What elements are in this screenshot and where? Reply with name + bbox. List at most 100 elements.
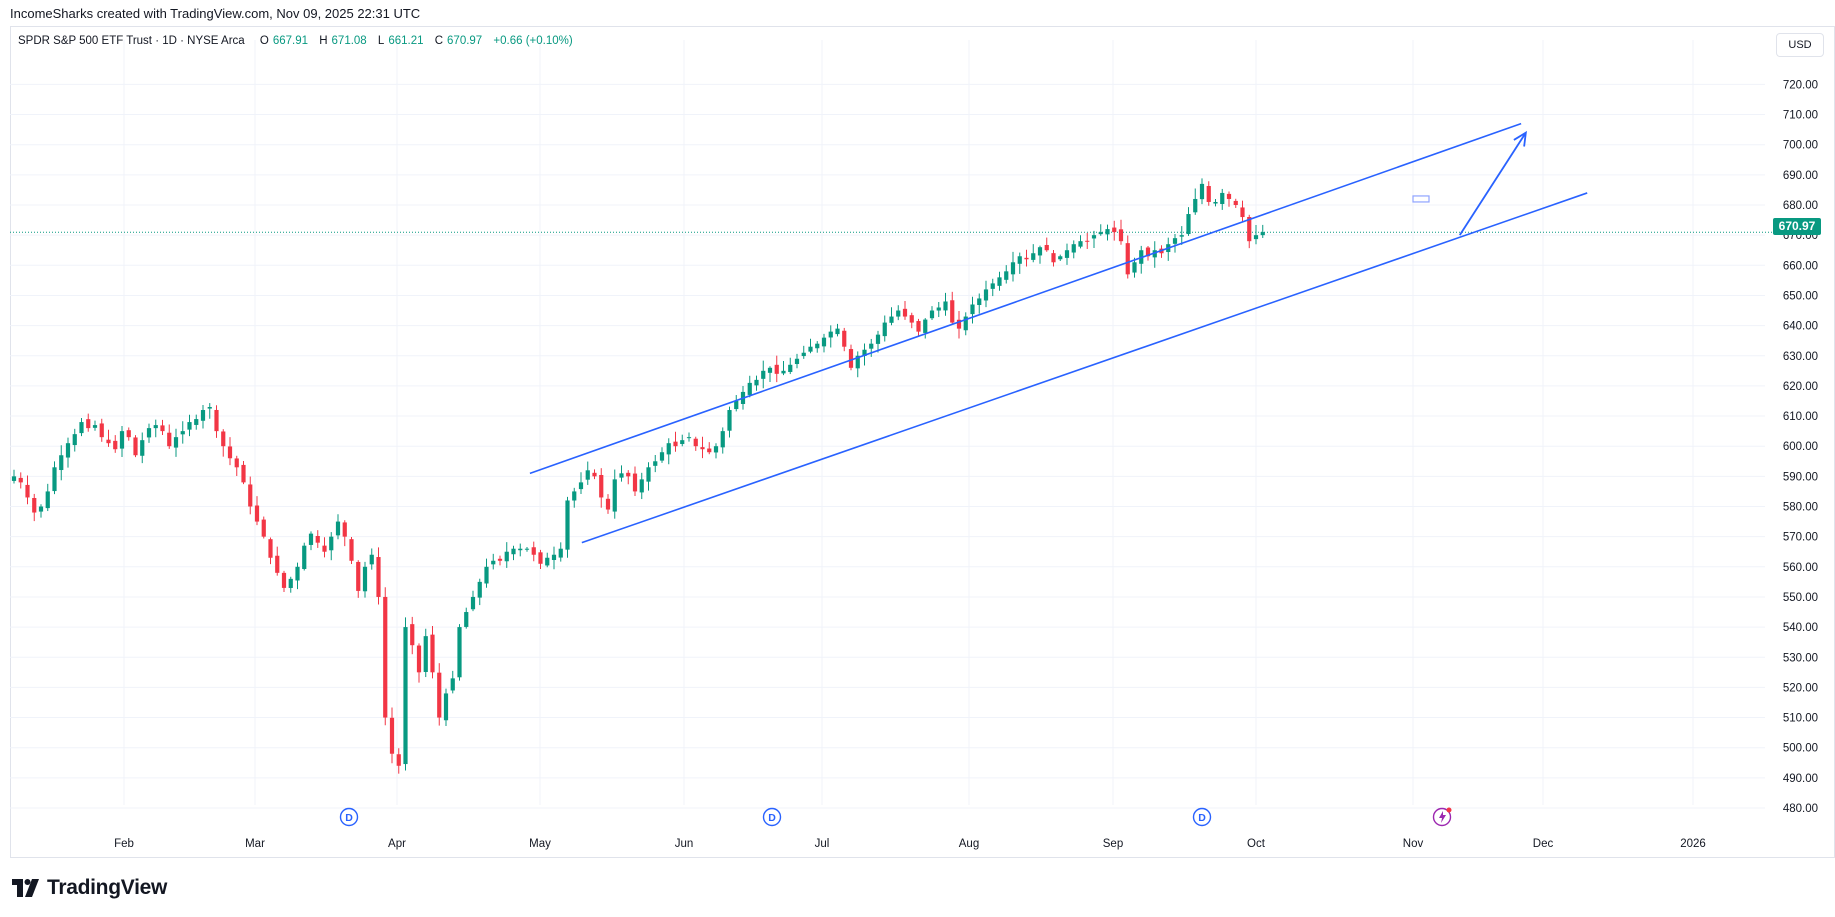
candle-body[interactable] (221, 431, 226, 447)
candle-body[interactable] (943, 301, 948, 311)
candle-body[interactable] (261, 519, 266, 537)
drawing-marker[interactable] (1412, 195, 1430, 203)
candle-body[interactable] (369, 554, 374, 565)
candle-body[interactable] (1037, 247, 1043, 256)
projection-arrow[interactable] (1459, 132, 1527, 236)
candle-body[interactable] (106, 439, 111, 444)
candle-body[interactable] (1179, 235, 1184, 237)
candle-body[interactable] (659, 452, 665, 461)
candle-body[interactable] (362, 566, 368, 592)
candle-body[interactable] (315, 535, 320, 543)
candle-body[interactable] (754, 379, 759, 386)
candle-body[interactable] (187, 422, 192, 430)
upper-trendline[interactable] (529, 122, 1522, 475)
candle-body[interactable] (1213, 201, 1218, 204)
candle-body[interactable] (882, 322, 887, 337)
candle-body[interactable] (403, 627, 408, 765)
candle-body[interactable] (1226, 193, 1232, 199)
candle-body[interactable] (227, 446, 233, 459)
candle-body[interactable] (32, 497, 37, 513)
candle-body[interactable] (713, 446, 719, 453)
candle-body[interactable] (929, 310, 935, 319)
candle-body[interactable] (99, 423, 104, 438)
candle-body[interactable] (45, 491, 50, 509)
candle-body[interactable] (977, 298, 982, 306)
candle-body[interactable] (693, 438, 698, 447)
candle-body[interactable] (619, 473, 624, 478)
candle-body[interactable] (1240, 207, 1245, 218)
candle-body[interactable] (869, 343, 874, 349)
candle-body[interactable] (504, 551, 509, 562)
candle-body[interactable] (1010, 262, 1016, 275)
candle-body[interactable] (808, 346, 813, 352)
candle-body[interactable] (1044, 244, 1049, 251)
candle-body[interactable] (484, 566, 489, 584)
candle-body[interactable] (801, 352, 806, 357)
candle-body[interactable] (160, 425, 165, 432)
candle-body[interactable] (774, 364, 779, 374)
candle-body[interactable] (963, 316, 968, 331)
candle-body[interactable] (1193, 198, 1198, 213)
candle-body[interactable] (38, 506, 44, 512)
candle-body[interactable] (180, 431, 185, 435)
candle-body[interactable] (511, 548, 516, 555)
candle-body[interactable] (788, 364, 793, 372)
candle-body[interactable] (538, 552, 543, 564)
candle-body[interactable] (295, 566, 300, 581)
candle-body[interactable] (794, 358, 800, 365)
candle-body[interactable] (720, 431, 725, 448)
candle-body[interactable] (79, 422, 84, 434)
candle-body[interactable] (349, 539, 354, 561)
candle-body[interactable] (302, 545, 307, 569)
candle-body[interactable] (376, 557, 381, 597)
candle-body[interactable] (25, 484, 30, 498)
candle-body[interactable] (59, 455, 64, 471)
candle-body[interactable] (970, 304, 975, 315)
candle-body[interactable] (383, 596, 388, 718)
candle-body[interactable] (275, 555, 280, 573)
candle-body[interactable] (997, 277, 1002, 286)
candle-body[interactable] (416, 645, 422, 673)
candle-body[interactable] (1078, 241, 1083, 247)
candle-body[interactable] (1105, 229, 1110, 235)
candle-body[interactable] (686, 437, 692, 439)
candle-body[interactable] (558, 548, 563, 558)
candle-body[interactable] (1233, 200, 1238, 205)
candle-body[interactable] (605, 498, 611, 510)
candle-body[interactable] (1172, 238, 1178, 244)
candle-body[interactable] (707, 448, 712, 453)
candle-body[interactable] (1091, 235, 1097, 239)
candle-body[interactable] (767, 367, 773, 373)
candle-body[interactable] (1253, 235, 1259, 240)
candle-body[interactable] (497, 558, 503, 561)
candle-body[interactable] (1260, 232, 1265, 236)
candle-body[interactable] (52, 467, 57, 492)
candle-body[interactable] (842, 330, 847, 347)
currency-button[interactable]: USD (1776, 33, 1824, 57)
candle-body[interactable] (747, 382, 752, 395)
candle-body[interactable] (700, 447, 705, 450)
candle-body[interactable] (1085, 240, 1090, 242)
candle-body[interactable] (1051, 253, 1056, 263)
candle-body[interactable] (673, 441, 678, 447)
candle-body[interactable] (1098, 232, 1103, 235)
candle-body[interactable] (855, 355, 860, 369)
symbol-title[interactable]: SPDR S&P 500 ETF Trust · 1D · NYSE Arca (18, 35, 245, 47)
candle-body[interactable] (214, 409, 219, 432)
candle-body[interactable] (119, 431, 125, 449)
candle-body[interactable] (646, 467, 651, 482)
candle-body[interactable] (666, 443, 671, 455)
candle-body[interactable] (727, 410, 732, 431)
candle-body[interactable] (1024, 257, 1029, 260)
candle-body[interactable] (1199, 183, 1205, 200)
candle-body[interactable] (862, 349, 867, 356)
candle-body[interactable] (241, 464, 246, 483)
candle-body[interactable] (828, 331, 833, 338)
candle-body[interactable] (1058, 256, 1063, 260)
candle-body[interactable] (140, 440, 145, 456)
candle-body[interactable] (86, 419, 91, 429)
candle-body[interactable] (1186, 214, 1191, 235)
candle-body[interactable] (1220, 192, 1225, 204)
candle-body[interactable] (1145, 247, 1151, 257)
